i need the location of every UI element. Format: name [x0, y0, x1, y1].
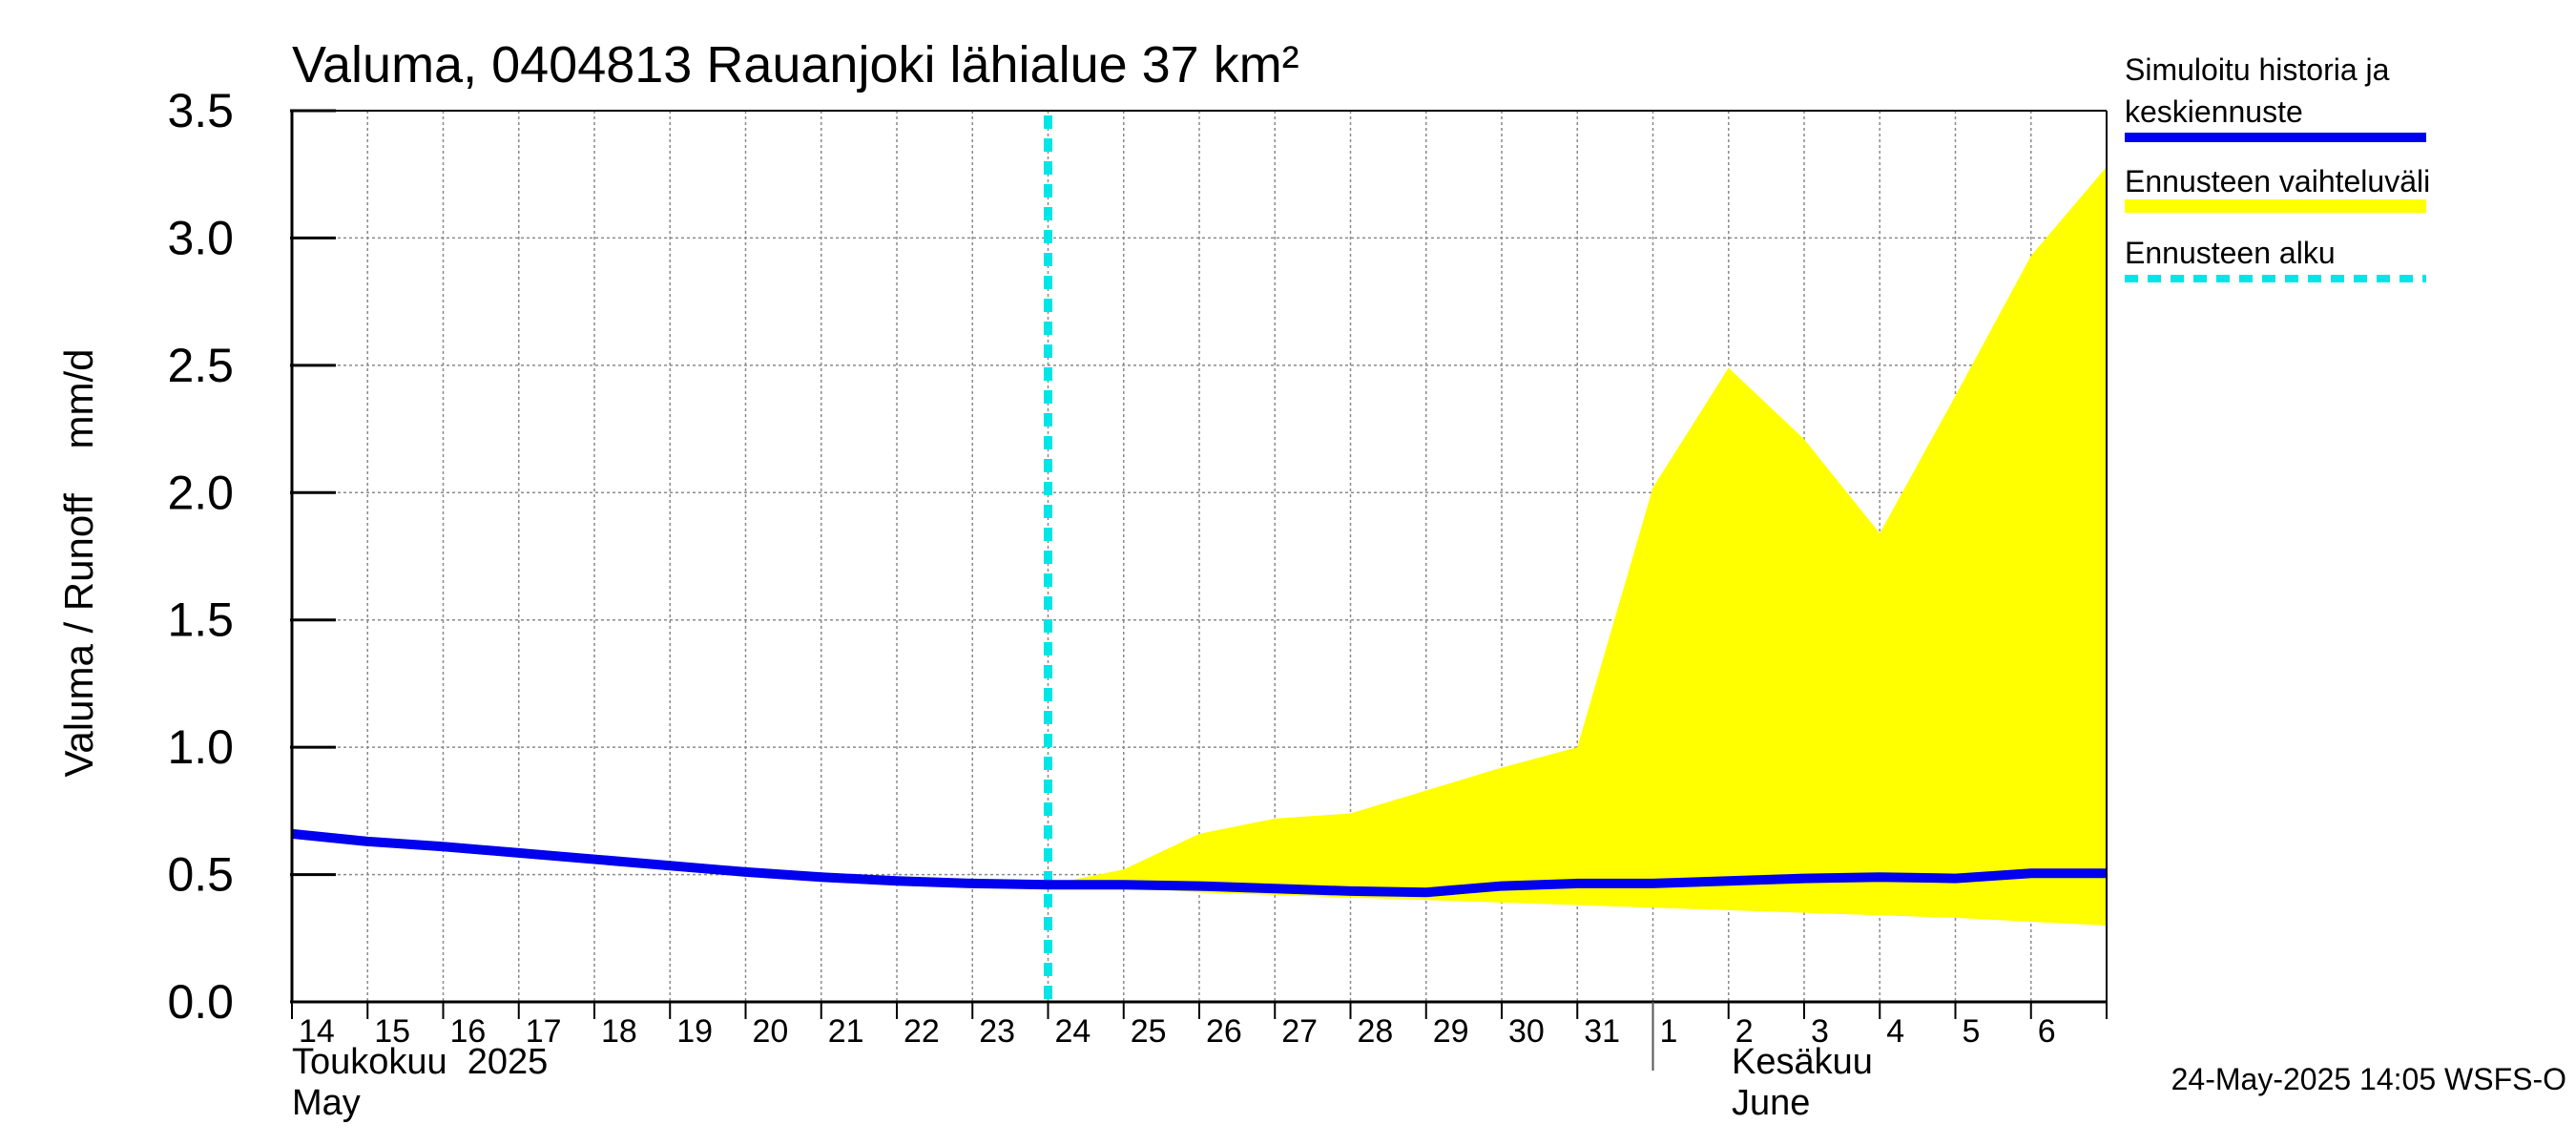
y-tick-label: 3.5 — [167, 84, 234, 137]
x-tick-label: 19 — [676, 1013, 713, 1050]
x-tick-label: 2 — [1735, 1013, 1754, 1050]
legend-range-label: Ennusteen vaihteluväli — [2125, 164, 2430, 198]
y-tick-label: 3.0 — [167, 211, 234, 264]
x-tick-label: 4 — [1886, 1013, 1904, 1050]
x-tick-label: 16 — [450, 1013, 487, 1050]
x-tick-label: 24 — [1055, 1013, 1091, 1050]
legend-history-label-2: keskiennuste — [2125, 94, 2303, 129]
legend-forecast-label: Ennusteen alku — [2125, 236, 2336, 270]
x-tick-label: 31 — [1584, 1013, 1620, 1050]
x-tick-label: 29 — [1433, 1013, 1469, 1050]
y-tick-label: 0.5 — [167, 848, 234, 902]
x-tick-label: 20 — [753, 1013, 789, 1050]
x-tick-label: 18 — [601, 1013, 637, 1050]
y-tick-label: 1.0 — [167, 720, 234, 774]
y-tick-label: 0.0 — [167, 975, 234, 1029]
x-tick-label: 15 — [374, 1013, 410, 1050]
x-tick-label: 23 — [979, 1013, 1015, 1050]
x-tick-label: 28 — [1358, 1013, 1394, 1050]
x-tick-label: 3 — [1811, 1013, 1829, 1050]
x-tick-label: 22 — [904, 1013, 940, 1050]
x-tick-label: 5 — [1963, 1013, 1981, 1050]
x-tick-label: 26 — [1206, 1013, 1242, 1050]
y-axis-ticks: 0.0 0.5 1.0 1.5 2.0 2.5 3.0 3.5 — [167, 84, 336, 1029]
chart-title: Valuma, 0404813 Rauanjoki lähialue 37 km… — [292, 36, 1299, 94]
history-line — [291, 828, 2107, 898]
x-tick-label: 27 — [1281, 1013, 1318, 1050]
x-tick-label: 21 — [828, 1013, 864, 1050]
x-tick-label: 6 — [2038, 1013, 2056, 1050]
month-label-may-fi: Toukokuu 2025 — [292, 1042, 548, 1082]
month-label-may-en: May — [292, 1083, 361, 1123]
month-label-june-en: June — [1732, 1083, 1810, 1123]
history-median-line — [291, 828, 2107, 898]
x-tick-label: 17 — [526, 1013, 562, 1050]
y-axis-label: Valuma / Runoff mm/d — [56, 349, 101, 778]
y-tick-label: 2.5 — [167, 339, 234, 392]
legend: Simuloitu historia ja keskiennuste Ennus… — [2125, 52, 2430, 282]
x-axis-ticks: 14 15 16 17 18 19 20 21 22 23 24 25 26 27 28 29 30 31 1 2 3 4… — [291, 1002, 2108, 1071]
month-label-june-fi: Kesäkuu — [1732, 1042, 1873, 1082]
x-tick-label: 14 — [299, 1013, 335, 1050]
footer-timestamp: 24-May-2025 14:05 WSFS-O — [2171, 1062, 2566, 1096]
y-tick-label: 1.5 — [167, 593, 234, 647]
forecast-range-area — [1048, 166, 2107, 926]
y-tick-label: 2.0 — [167, 466, 234, 519]
x-tick-label: 25 — [1131, 1013, 1167, 1050]
forecast-range-band — [1048, 166, 2107, 926]
x-tick-label: 30 — [1508, 1013, 1545, 1050]
legend-history-label-1: Simuloitu historia ja — [2125, 52, 2390, 87]
x-tick-label: 1 — [1660, 1013, 1678, 1050]
